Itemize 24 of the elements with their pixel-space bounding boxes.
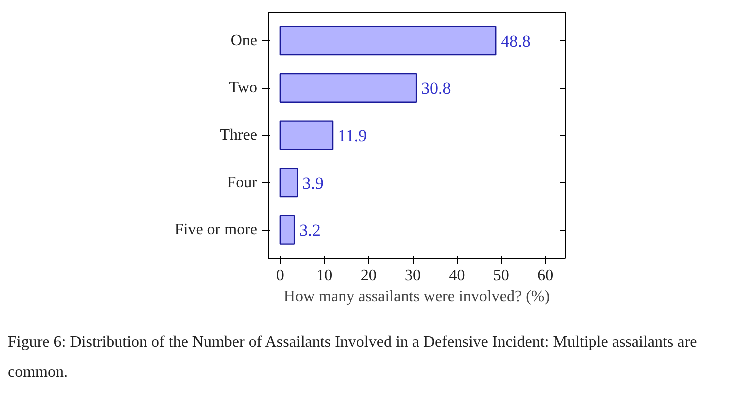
x-axis-title: How many assailants were involved? (%) bbox=[284, 288, 550, 306]
y-tick-label: Four bbox=[227, 174, 258, 192]
bar bbox=[280, 168, 298, 198]
y-tick-label: Two bbox=[229, 80, 258, 97]
y-tick-label: Five or more bbox=[174, 222, 258, 239]
bar bbox=[280, 120, 334, 150]
x-tick-label: 40 bbox=[449, 268, 466, 284]
data-label: 3.9 bbox=[302, 174, 324, 193]
data-label: 48.8 bbox=[501, 32, 531, 51]
y-tick-label: Three bbox=[220, 127, 258, 144]
data-label: 11.9 bbox=[338, 126, 368, 146]
x-tick-label: 50 bbox=[493, 268, 510, 284]
x-tick-label: 60 bbox=[538, 268, 554, 284]
x-tick-label: 10 bbox=[316, 268, 333, 284]
bar bbox=[280, 73, 418, 103]
x-tick-label: 0 bbox=[276, 268, 284, 284]
x-tick-label: 30 bbox=[405, 268, 422, 284]
y-tick-label: One bbox=[230, 32, 258, 50]
bar bbox=[280, 26, 497, 56]
caption: Figure 6: Distribution of the Number of Assailants Involved in a Defensive Incident: Multiple assailants are common. bbox=[8, 333, 698, 383]
x-tick-label: 20 bbox=[360, 268, 377, 284]
bar bbox=[280, 215, 296, 245]
data-label: 3.2 bbox=[300, 221, 321, 240]
data-label: 30.8 bbox=[422, 79, 452, 98]
